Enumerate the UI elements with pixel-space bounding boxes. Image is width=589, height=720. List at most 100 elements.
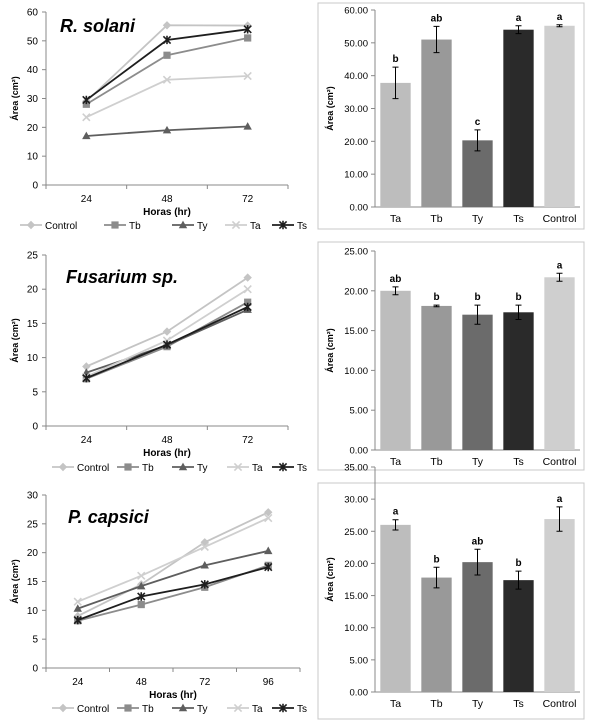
bar-ty — [462, 562, 493, 692]
significance-letter: b — [433, 292, 439, 303]
significance-letter: b — [515, 558, 521, 569]
data-point-control — [162, 21, 172, 30]
bar-ta — [380, 82, 411, 207]
y-axis-label: Área (cm²) — [325, 86, 335, 131]
y-tick-label: 60 — [27, 8, 39, 19]
x-tick-label: Control — [543, 213, 577, 225]
x-tick-label: Ta — [390, 213, 401, 225]
chart-frame — [317, 482, 585, 720]
data-point-ta — [82, 113, 91, 122]
y-tick-label: 25 — [27, 519, 39, 530]
y-tick-label: 0 — [32, 664, 38, 675]
legend-marker — [231, 220, 241, 230]
chart-title: Fusarium sp. — [66, 267, 178, 287]
x-tick-label: Tb — [430, 213, 442, 225]
y-tick-label: 30.00 — [344, 104, 368, 115]
data-point-ta — [243, 71, 252, 81]
error-bar — [556, 24, 563, 28]
x-tick-label: Ty — [472, 456, 484, 468]
legend-marker — [178, 462, 188, 471]
legend-label: Control — [77, 463, 109, 474]
y-tick-label: 10 — [27, 353, 39, 364]
legend-marker — [26, 220, 36, 230]
legend-marker — [58, 703, 68, 713]
significance-letter: ab — [472, 536, 484, 547]
line-chart-4: 0 5 10 15 20 25 30 24 48 72 96 Horas (hr) Área (cm²)… — [10, 491, 307, 715]
significance-letter: b — [474, 292, 480, 303]
bar-ty — [462, 140, 493, 207]
y-tick-label: 25.00 — [344, 527, 368, 538]
y-axis-label: Área (cm²) — [325, 557, 335, 602]
x-tick-label: 48 — [136, 677, 148, 688]
legend-marker — [124, 704, 132, 712]
x-tick-label: 72 — [242, 194, 254, 205]
data-point-ta — [73, 597, 82, 606]
x-tick-label: Tb — [430, 698, 442, 710]
x-tick-label: Ts — [513, 456, 524, 468]
y-tick-label: 5 — [32, 635, 38, 646]
data-point-ta — [243, 285, 252, 294]
line-chart-0: 0 10 20 30 40 50 60 24 48 72 Horas (hr) Área (cm²) R… — [10, 8, 307, 232]
data-point-ty — [162, 125, 172, 134]
legend-marker — [58, 462, 68, 472]
y-tick-label: 60.00 — [344, 6, 368, 17]
y-tick-label: 30.00 — [344, 495, 368, 506]
data-point-ts — [137, 592, 146, 601]
significance-letter: a — [393, 507, 399, 518]
x-tick-label: Tb — [430, 456, 442, 468]
legend-label: Tb — [129, 221, 141, 232]
x-axis-label: Horas (hr) — [143, 448, 191, 459]
y-tick-label: 15.00 — [344, 326, 368, 337]
bar-ta — [380, 290, 411, 450]
y-tick-label: 10.00 — [344, 623, 368, 634]
legend-label: Tb — [142, 463, 154, 474]
y-tick-label: 20 — [27, 548, 39, 559]
data-point-tb — [137, 600, 145, 609]
error-bar — [474, 129, 481, 152]
legend-marker — [278, 703, 288, 713]
x-tick-label: 48 — [161, 194, 173, 205]
legend-label: Ty — [197, 221, 208, 232]
data-point-ts — [73, 615, 82, 625]
legend-marker — [178, 220, 188, 229]
x-axis-label: Horas (hr) — [149, 690, 197, 701]
x-tick-label: Ty — [472, 698, 484, 710]
series-line-ty — [77, 550, 269, 610]
error-bar — [515, 304, 522, 320]
series-line-ts — [77, 566, 269, 621]
chart-title: P. capsici — [68, 507, 150, 527]
chart-frame — [317, 2, 585, 230]
legend-marker — [278, 462, 288, 472]
y-axis-label: Área (cm²) — [10, 559, 20, 604]
significance-letter: b — [392, 54, 398, 65]
legend-label: Ta — [252, 704, 263, 715]
error-bar — [392, 66, 399, 100]
data-point-tb — [244, 298, 252, 306]
legend-label: Control — [45, 221, 77, 232]
legend-label: Ts — [297, 704, 307, 715]
error-bar — [433, 304, 440, 308]
significance-letter: ab — [431, 13, 443, 24]
legend-label: Control — [77, 704, 109, 715]
significance-letter: b — [515, 292, 521, 303]
data-point-ts — [162, 340, 172, 349]
y-tick-label: 40.00 — [344, 71, 368, 82]
y-tick-label: 20.00 — [344, 137, 368, 148]
x-tick-label: 48 — [161, 435, 173, 446]
data-point-ts — [264, 562, 273, 572]
bar-ty — [462, 314, 493, 450]
error-bar — [474, 548, 481, 576]
data-point-ts — [82, 373, 91, 383]
x-tick-label: Ts — [513, 698, 524, 710]
legend-marker — [278, 220, 288, 230]
legend-marker — [111, 221, 119, 229]
y-axis-label: Área (cm²) — [325, 328, 335, 373]
legend-marker — [178, 703, 188, 712]
y-tick-label: 15 — [27, 577, 39, 588]
y-tick-label: 5.00 — [350, 655, 369, 666]
series-line-control — [77, 511, 269, 617]
y-tick-label: 25.00 — [344, 247, 368, 258]
x-tick-label: 24 — [72, 677, 84, 688]
